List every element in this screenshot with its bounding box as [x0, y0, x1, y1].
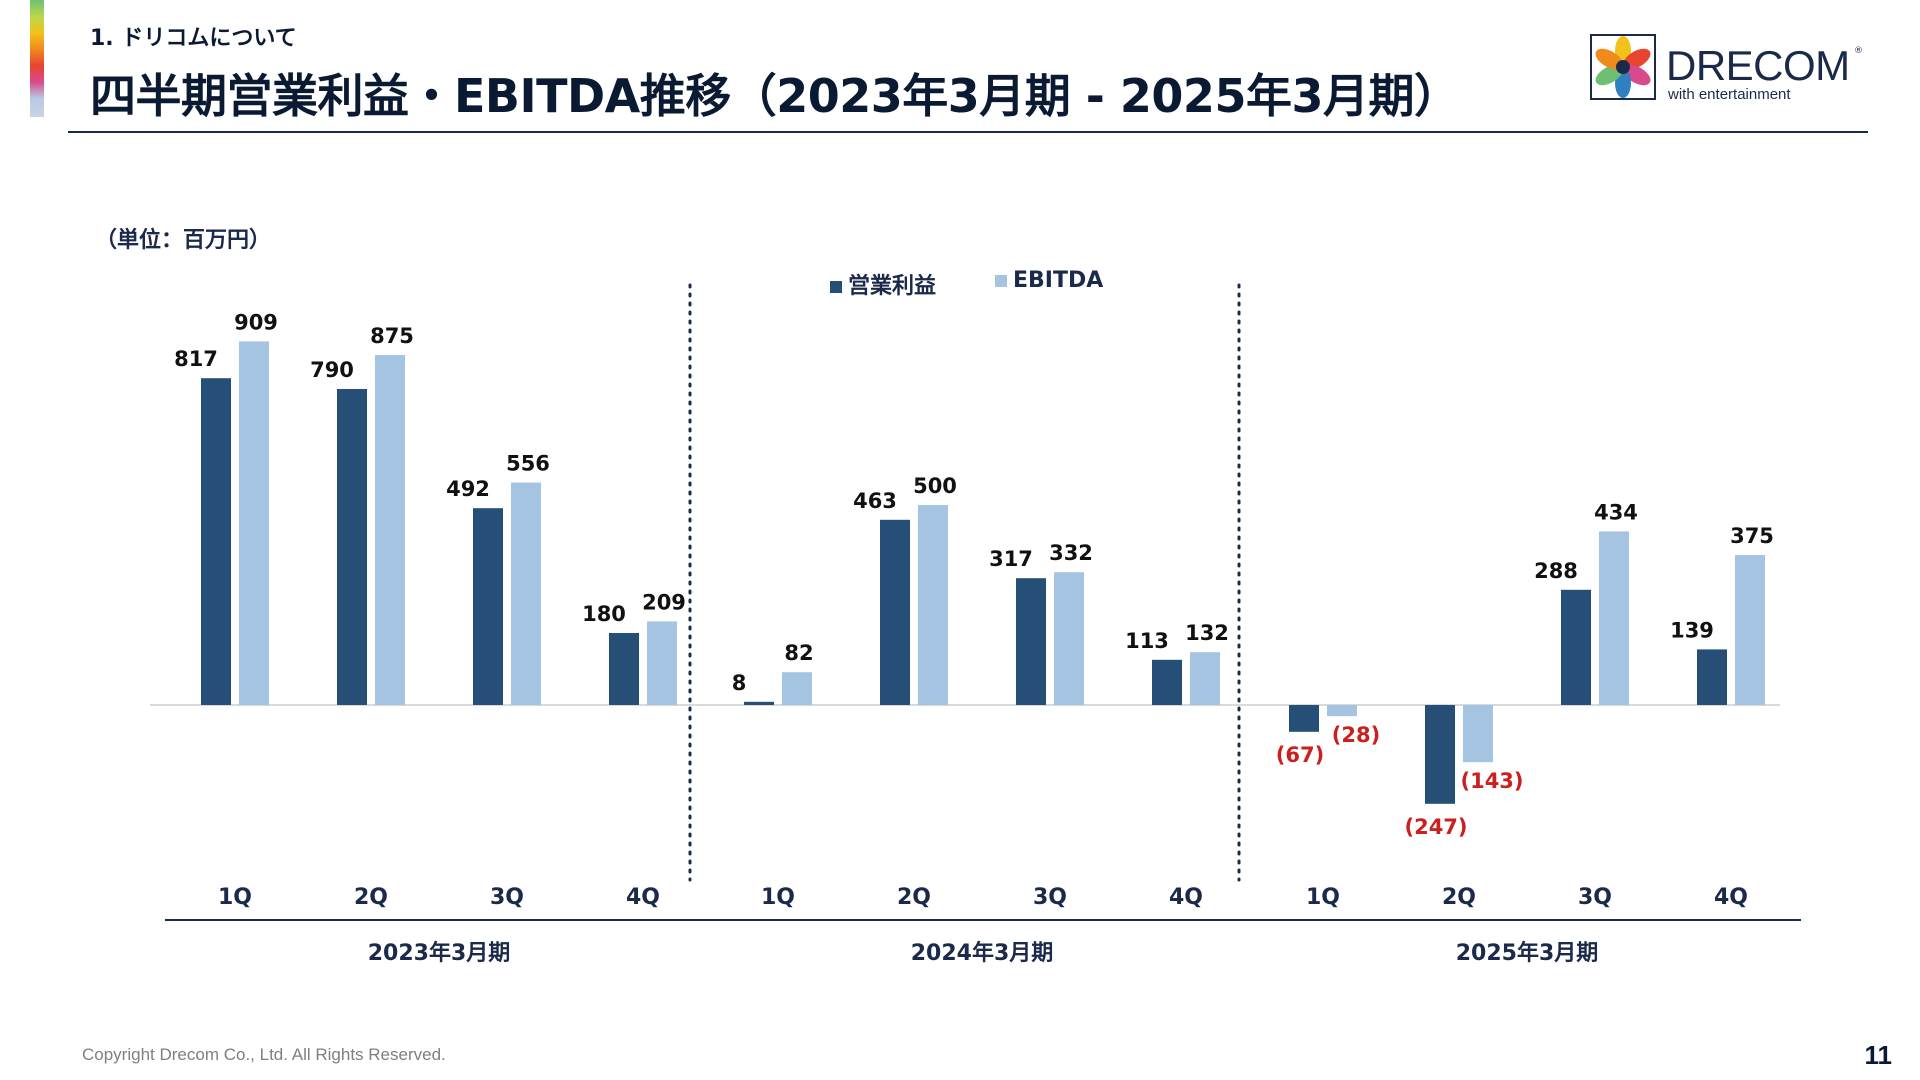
operating-profit-label-2023年3月期-3Q: 492	[446, 477, 490, 501]
ebitda-label-2025年3月期-3Q: 434	[1594, 500, 1638, 524]
operating-profit-bar-2024年3月期-4Q	[1152, 659, 1182, 705]
x-tick-2025年3月期-4Q: 4Q	[1714, 885, 1748, 910]
legend-item-operating-profit: 営業利益	[830, 268, 936, 300]
operating-profit-label-2023年3月期-1Q: 817	[174, 347, 218, 371]
ebitda-bar-2023年3月期-4Q	[647, 621, 677, 705]
ebitda-label-2023年3月期-1Q: 909	[234, 310, 278, 334]
ebitda-label-2023年3月期-4Q: 209	[642, 590, 686, 614]
operating-profit-label-2024年3月期-1Q: 8	[732, 671, 747, 695]
logo-trademark: ®	[1854, 46, 1863, 56]
group-label-1: 2023年3月期	[368, 940, 511, 966]
operating-profit-bar-2023年3月期-3Q	[473, 508, 503, 705]
operating-profit-label-2025年3月期-4Q: 139	[1670, 618, 1714, 642]
ebitda-bar-2024年3月期-4Q	[1190, 652, 1220, 705]
copyright-footer: Copyright Drecom Co., Ltd. All Rights Re…	[82, 1045, 446, 1064]
ebitda-bar-2023年3月期-2Q	[375, 355, 405, 705]
accent-color-bar	[30, 0, 44, 117]
group-label-3: 2025年3月期	[1456, 940, 1599, 966]
ebitda-label-2024年3月期-2Q: 500	[913, 474, 957, 498]
operating-profit-label-2025年3月期-1Q: (67)	[1276, 743, 1324, 767]
page-number: 11	[1864, 1040, 1893, 1070]
x-tick-2025年3月期-2Q: 2Q	[1442, 885, 1476, 910]
x-tick-2023年3月期-2Q: 2Q	[354, 885, 388, 910]
section-label: 1. ドリコムについて	[90, 26, 297, 51]
group-label-2: 2024年3月期	[911, 940, 1054, 966]
operating-profit-label-2023年3月期-2Q: 790	[310, 358, 354, 382]
operating-profit-bar-2025年3月期-3Q	[1561, 589, 1591, 705]
ebitda-label-2024年3月期-1Q: 82	[784, 641, 813, 665]
operating-profit-label-2023年3月期-4Q: 180	[582, 602, 626, 626]
ebitda-bar-2025年3月期-1Q	[1327, 705, 1357, 717]
operating-profit-bar-2024年3月期-2Q	[880, 519, 910, 705]
ebitda-label-2025年3月期-1Q: (28)	[1332, 723, 1380, 747]
page-title: 四半期営業利益・EBITDA推移（2023年3月期 - 2025年3月期）	[90, 69, 1460, 123]
operating-profit-bar-2025年3月期-1Q	[1289, 705, 1319, 732]
ebitda-bar-2024年3月期-2Q	[918, 505, 948, 705]
ebitda-bar-2023年3月期-1Q	[239, 341, 269, 705]
title-divider	[68, 131, 1868, 133]
operating-profit-bar-2025年3月期-2Q	[1425, 705, 1455, 804]
drecom-logo: DRECOM ® with entertainment	[1590, 34, 1870, 104]
ebitda-bar-2023年3月期-3Q	[511, 482, 541, 705]
ebitda-bar-2024年3月期-3Q	[1054, 572, 1084, 705]
operating-profit-label-2025年3月期-2Q: (247)	[1404, 815, 1467, 839]
ebitda-bar-2025年3月期-2Q	[1463, 705, 1493, 763]
x-tick-2024年3月期-2Q: 2Q	[897, 885, 931, 910]
ebitda-label-2024年3月期-3Q: 332	[1049, 541, 1093, 565]
x-tick-2025年3月期-3Q: 3Q	[1578, 885, 1612, 910]
x-tick-2024年3月期-1Q: 1Q	[761, 885, 795, 910]
ebitda-label-2024年3月期-4Q: 132	[1185, 621, 1229, 645]
ebitda-bar-2025年3月期-3Q	[1599, 531, 1629, 705]
ebitda-label-2025年3月期-4Q: 375	[1730, 524, 1774, 548]
operating-profit-label-2025年3月期-3Q: 288	[1534, 559, 1578, 583]
operating-profit-bar-2023年3月期-2Q	[337, 389, 367, 705]
operating-profit-label-2024年3月期-4Q: 113	[1125, 629, 1169, 653]
x-tick-2023年3月期-3Q: 3Q	[490, 885, 524, 910]
legend-swatch-ebitda	[995, 275, 1007, 287]
chart-legend: 営業利益 EBITDA	[830, 268, 1130, 300]
legend-item-ebitda: EBITDA	[995, 268, 1103, 293]
operating-profit-bar-2025年3月期-4Q	[1697, 649, 1727, 705]
legend-label-operating-profit: 営業利益	[848, 274, 937, 299]
operating-profit-bar-2023年3月期-4Q	[609, 633, 639, 705]
operating-profit-bar-2024年3月期-1Q	[744, 701, 774, 705]
ebitda-label-2023年3月期-3Q: 556	[506, 452, 550, 476]
unit-label: （単位：百万円）	[95, 228, 272, 253]
flower-logo-icon	[1590, 34, 1656, 100]
operating-profit-bar-2023年3月期-1Q	[201, 378, 231, 705]
logo-tagline: with entertainment	[1668, 86, 1791, 103]
ebitda-label-2023年3月期-2Q: 875	[370, 324, 414, 348]
legend-label-ebitda: EBITDA	[1013, 268, 1104, 293]
operating-profit-bar-2024年3月期-3Q	[1016, 578, 1046, 705]
x-tick-2024年3月期-3Q: 3Q	[1033, 885, 1067, 910]
ebitda-bar-2024年3月期-1Q	[782, 672, 812, 705]
operating-profit-label-2024年3月期-3Q: 317	[989, 547, 1033, 571]
logo-wordmark: DRECOM	[1666, 42, 1850, 89]
x-tick-2023年3月期-4Q: 4Q	[626, 885, 660, 910]
x-tick-2025年3月期-1Q: 1Q	[1306, 885, 1340, 910]
x-tick-2024年3月期-4Q: 4Q	[1169, 885, 1203, 910]
ebitda-bar-2025年3月期-4Q	[1735, 555, 1765, 705]
legend-swatch-operating-profit	[830, 281, 842, 293]
operating-profit-label-2024年3月期-2Q: 463	[853, 489, 897, 513]
x-tick-2023年3月期-1Q: 1Q	[218, 885, 252, 910]
ebitda-label-2025年3月期-2Q: (143)	[1460, 769, 1523, 793]
